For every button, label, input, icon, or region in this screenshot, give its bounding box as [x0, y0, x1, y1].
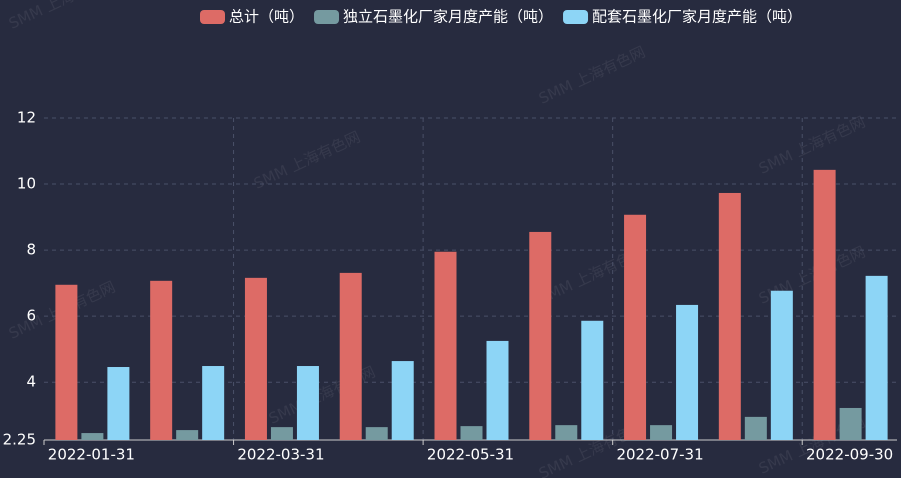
legend-swatch [563, 10, 589, 24]
watermark: SMM 上海有色网 [251, 128, 363, 193]
y-tick-label: 8 [26, 241, 36, 259]
bar [339, 272, 362, 440]
y-tick-label: 4 [26, 373, 36, 391]
legend-label: 配套石墨化厂家月度产能（吨） [592, 8, 802, 26]
bar [107, 367, 130, 440]
bar [839, 407, 862, 440]
y-tick-label: 2.25 [3, 431, 36, 449]
legend-label: 独立石墨化厂家月度产能（吨） [343, 8, 553, 26]
watermark: SMM 上海有色网 [6, 0, 118, 33]
bar [434, 251, 457, 440]
legend-swatch [200, 10, 225, 24]
bar [529, 231, 552, 440]
bar [81, 433, 104, 440]
x-tick-label: 2022-09-30 [806, 446, 893, 464]
y-tick-label: 12 [17, 109, 36, 127]
bar [486, 340, 509, 440]
bar [770, 290, 793, 440]
x-tick-label: 2022-03-31 [237, 446, 324, 464]
bar [296, 366, 319, 440]
watermark: SMM 上海有色网 [756, 113, 868, 178]
bar [365, 427, 388, 440]
bar [624, 214, 647, 440]
x-tick-label: 2022-05-31 [427, 446, 514, 464]
legend-swatch [314, 10, 340, 24]
bar [176, 430, 199, 440]
x-tick-label: 2022-01-31 [48, 446, 135, 464]
bar [718, 192, 741, 440]
bar [244, 277, 267, 440]
x-tick-label: 2022-07-31 [616, 446, 703, 464]
bar [865, 275, 888, 440]
bar [813, 169, 836, 440]
bar [202, 366, 225, 440]
bar [555, 425, 578, 440]
bar [581, 320, 604, 440]
y-tick-label: 10 [17, 175, 36, 193]
bar [55, 284, 78, 440]
bar [650, 425, 673, 440]
y-tick-label: 6 [26, 307, 36, 325]
bar [460, 426, 483, 440]
bar [676, 304, 699, 440]
bar [150, 280, 173, 440]
watermark: SMM 上海有色网 [536, 43, 648, 108]
bar [391, 361, 414, 440]
bar [270, 427, 293, 440]
legend-label: 总计（吨） [229, 8, 304, 26]
bar [744, 416, 767, 440]
